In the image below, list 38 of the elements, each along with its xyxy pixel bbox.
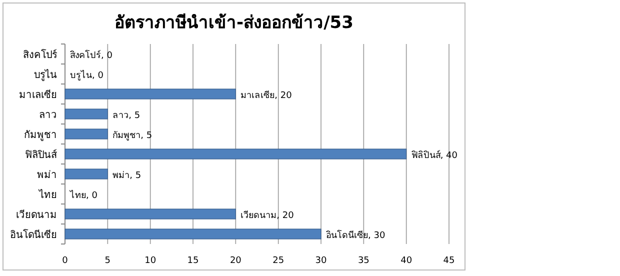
bar [64, 168, 108, 180]
x-tick-label: 45 [443, 256, 455, 266]
data-label: ฟิลิปินส์, 40 [411, 149, 458, 161]
x-tick-label: 35 [358, 256, 370, 266]
y-tick-label: เวียดนาม [16, 209, 57, 221]
bar [64, 148, 407, 160]
chart-title: อัตราภาษีนำเข้า-ส่งออกข้าว/53 [114, 12, 354, 33]
data-label: พม่า, 5 [112, 171, 142, 181]
data-label: สิงคโปร์, 0 [70, 49, 113, 61]
x-tick-label: 25 [272, 256, 284, 266]
x-tick-label: 20 [230, 256, 242, 266]
y-tick-label: ไทย [38, 189, 57, 201]
y-tick-label: พม่า [37, 170, 57, 181]
x-tick-label: 30 [315, 256, 327, 266]
data-label: ไทย, 0 [69, 190, 98, 201]
x-tick-label: 40 [400, 256, 412, 266]
bar [64, 228, 322, 240]
data-label: บรูไน, 0 [70, 70, 104, 81]
bar [64, 208, 236, 220]
y-tick-label: อินโดนีเซีย [10, 228, 57, 241]
data-label: กัมพูชา, 5 [112, 131, 152, 141]
bar [64, 108, 108, 120]
data-label: อินโดนีเซีย, 30 [326, 230, 386, 241]
x-tick-label: 5 [104, 256, 111, 266]
data-label: มาเลเซีย, 20 [240, 90, 292, 101]
y-tick-label: บรูไน [34, 69, 57, 81]
bar [64, 88, 236, 100]
y-tick-label: กัมพูชา [24, 130, 57, 141]
bar [64, 128, 108, 140]
y-tick-label: สิงคโปร์ [23, 48, 58, 61]
data-label: ลาว, 5 [112, 111, 140, 121]
y-tick-label: มาเลเซีย [19, 89, 57, 101]
y-tick-label: ลาว [39, 110, 57, 121]
x-tick-label: 10 [144, 256, 156, 266]
x-tick-label: 0 [62, 256, 68, 266]
data-label: เวียดนาม, 20 [240, 210, 294, 221]
y-tick-label: ฟิลิปินส์ [25, 149, 57, 161]
x-tick-label: 15 [187, 256, 199, 266]
